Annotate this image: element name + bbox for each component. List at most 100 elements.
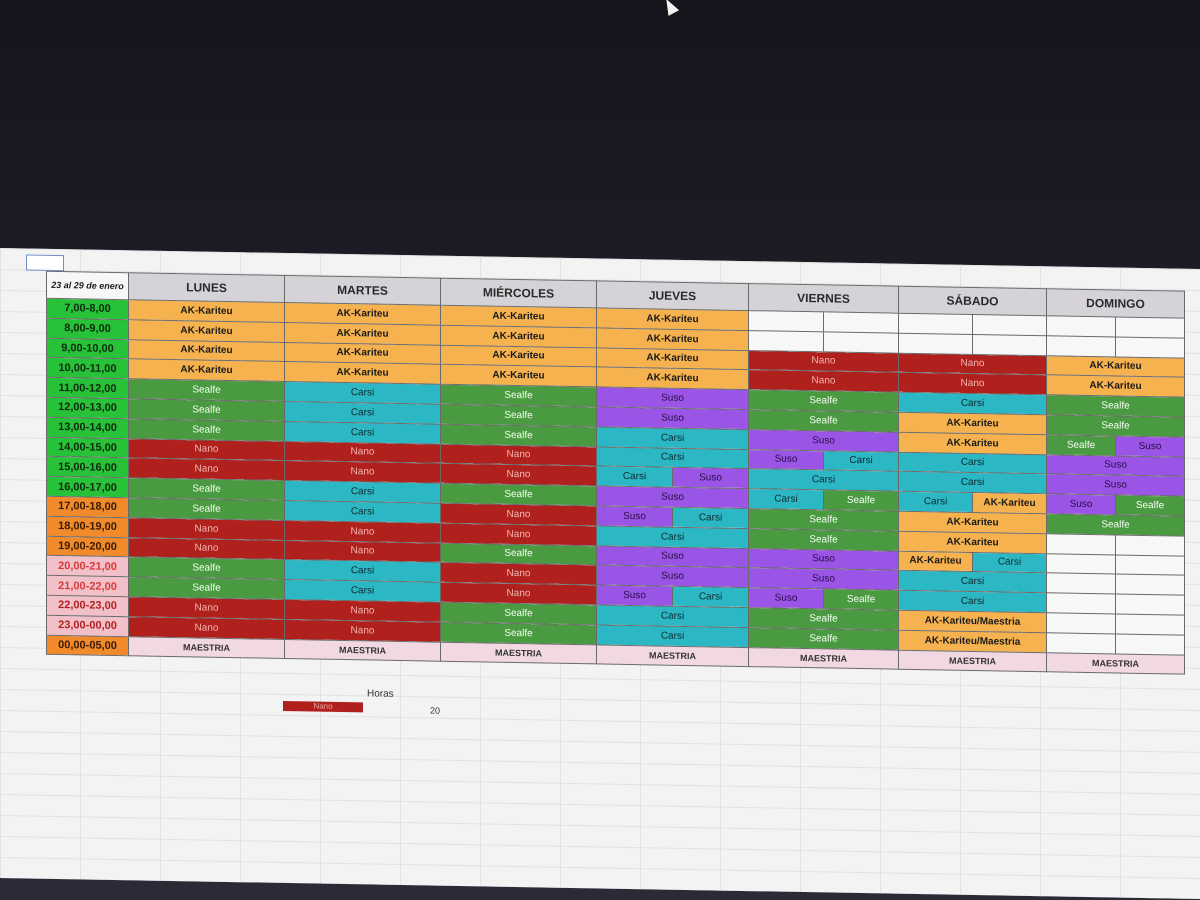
- time-slot[interactable]: 16,00-17,00: [46, 476, 129, 498]
- time-slot[interactable]: 00,00-05,00: [46, 634, 129, 657]
- shift-cell[interactable]: Sealfe: [1046, 414, 1185, 437]
- time-slot[interactable]: 14,00-15,00: [46, 436, 129, 459]
- time-slot[interactable]: 18,00-19,00: [46, 516, 129, 538]
- shift-cell[interactable]: Sealfe: [1046, 394, 1185, 418]
- shift-cell[interactable]: Sealfe: [440, 404, 597, 427]
- shift-cell[interactable]: Carsi: [898, 392, 1047, 415]
- shift-cell[interactable]: Nano: [440, 443, 597, 467]
- shift-cell[interactable]: MAESTRIA: [596, 644, 749, 667]
- shift-cell[interactable]: AK-Kariteu: [128, 339, 285, 362]
- shift-cell[interactable]: Suso: [596, 387, 749, 410]
- shift-cell[interactable]: Sealfe: [440, 542, 597, 566]
- shift-cell[interactable]: Carsi: [898, 471, 1047, 494]
- empty-cell[interactable]: [1046, 592, 1185, 616]
- time-slot[interactable]: 13,00-14,00: [46, 417, 129, 439]
- shift-cell[interactable]: AK-Kariteu: [128, 359, 285, 382]
- time-slot[interactable]: 12,00-13,00: [46, 397, 129, 419]
- empty-cell[interactable]: [1046, 315, 1185, 338]
- shift-cell[interactable]: Sealfe: [128, 497, 285, 521]
- shift-cell[interactable]: Nano: [898, 372, 1047, 395]
- shift-cell[interactable]: Sealfe: [440, 483, 597, 506]
- shift-cell[interactable]: Sealfe: [748, 508, 899, 531]
- time-slot[interactable]: 19,00-20,00: [46, 535, 129, 558]
- shift-cell[interactable]: Sealfe: [748, 409, 899, 432]
- shift-cell[interactable]: AK-Kariteu: [284, 322, 441, 345]
- shift-cell[interactable]: Sealfe: [748, 389, 899, 413]
- shift-cell[interactable]: Carsi: [284, 401, 441, 424]
- shift-cell[interactable]: AK-Kariteu: [596, 347, 749, 370]
- shift-cell[interactable]: AK-Kariteu: [440, 305, 597, 328]
- shift-cell[interactable]: AK-Kariteu: [596, 327, 749, 351]
- shift-cell[interactable]: Suso: [1046, 454, 1185, 477]
- shift-cell[interactable]: Nano: [284, 619, 441, 642]
- shift-cell[interactable]: AK-Kariteu: [440, 364, 597, 388]
- shift-cell[interactable]: MAESTRIA: [748, 647, 899, 670]
- split-shift-cell[interactable]: Carsi Sealfe: [748, 488, 899, 512]
- shift-cell[interactable]: Sealfe: [128, 378, 285, 402]
- shift-cell[interactable]: Sealfe: [128, 477, 285, 501]
- shift-cell[interactable]: Suso: [596, 545, 749, 568]
- empty-cell[interactable]: [1046, 573, 1185, 596]
- shift-cell[interactable]: AK-Kariteu: [1046, 375, 1185, 398]
- shift-cell[interactable]: Sealfe: [440, 602, 597, 625]
- shift-cell[interactable]: AK-Kariteu: [596, 307, 749, 331]
- shift-cell[interactable]: Nano: [440, 463, 597, 487]
- empty-cell[interactable]: [898, 332, 1047, 356]
- shift-cell[interactable]: Carsi: [284, 480, 441, 504]
- shift-cell[interactable]: Sealfe: [440, 384, 597, 407]
- shift-cell[interactable]: Sealfe: [748, 607, 899, 630]
- day-header-tuesday[interactable]: MARTES: [284, 275, 441, 306]
- shift-cell[interactable]: Suso: [596, 406, 749, 430]
- empty-cell[interactable]: [898, 313, 1047, 336]
- time-slot[interactable]: 9,00-10,00: [46, 337, 129, 360]
- shift-cell[interactable]: Sealfe: [440, 621, 597, 645]
- shift-cell[interactable]: Sealfe: [1046, 513, 1185, 536]
- empty-cell[interactable]: [748, 330, 899, 353]
- shift-cell[interactable]: AK-Kariteu: [440, 344, 597, 368]
- shift-cell[interactable]: Carsi: [748, 468, 899, 492]
- shift-cell[interactable]: Nano: [284, 460, 441, 484]
- empty-cell[interactable]: [1046, 553, 1185, 576]
- shift-cell[interactable]: Suso: [1046, 474, 1185, 497]
- shift-cell[interactable]: Carsi: [596, 446, 749, 469]
- shift-cell[interactable]: Sealfe: [128, 398, 285, 422]
- time-slot[interactable]: 17,00-18,00: [46, 496, 129, 518]
- shift-cell[interactable]: AK-Kariteu: [128, 319, 285, 343]
- time-slot[interactable]: 11,00-12,00: [46, 377, 129, 399]
- shift-cell[interactable]: AK-Kariteu: [898, 412, 1047, 435]
- shift-cell[interactable]: AK-Kariteu: [898, 530, 1047, 554]
- day-header-monday[interactable]: LUNES: [128, 272, 285, 303]
- shift-cell[interactable]: Nano: [898, 352, 1047, 376]
- shift-cell[interactable]: Nano: [284, 540, 441, 563]
- split-shift-cell[interactable]: Suso Sealfe: [748, 587, 899, 611]
- split-shift-cell[interactable]: Suso Carsi: [596, 585, 749, 608]
- shift-cell[interactable]: Sealfe: [128, 557, 285, 580]
- shift-cell[interactable]: Carsi: [596, 624, 749, 648]
- time-slot[interactable]: 15,00-16,00: [46, 456, 129, 478]
- empty-cell[interactable]: [1046, 335, 1185, 358]
- shift-cell[interactable]: Nano: [128, 596, 285, 620]
- shift-cell[interactable]: MAESTRIA: [284, 639, 441, 662]
- shift-cell[interactable]: Carsi: [596, 426, 749, 450]
- day-header-sunday[interactable]: DOMINGO: [1046, 288, 1185, 319]
- shift-cell[interactable]: Nano: [128, 537, 285, 560]
- shift-cell[interactable]: Nano: [128, 517, 285, 541]
- time-slot[interactable]: 23,00-00,00: [46, 615, 129, 637]
- shift-cell[interactable]: Nano: [440, 522, 597, 546]
- shift-cell[interactable]: AK-Kariteu/Maestria: [898, 629, 1047, 653]
- shift-cell[interactable]: Suso: [748, 429, 899, 452]
- shift-cell[interactable]: AK-Kariteu: [284, 361, 441, 385]
- day-header-wednesday[interactable]: MIÉRCOLES: [440, 278, 597, 308]
- shift-cell[interactable]: Nano: [128, 458, 285, 481]
- shift-cell[interactable]: Sealfe: [128, 418, 285, 442]
- legend-hours-value[interactable]: 20: [430, 705, 441, 716]
- time-slot[interactable]: 8,00-9,00: [46, 318, 129, 340]
- shift-cell[interactable]: Nano: [284, 599, 441, 622]
- shift-cell[interactable]: AK-Kariteu: [284, 302, 441, 325]
- shift-cell[interactable]: AK-Kariteu: [128, 299, 285, 323]
- split-shift-cell[interactable]: Carsi Suso: [596, 466, 749, 489]
- legend-nano-cell[interactable]: Nano: [283, 700, 363, 713]
- shift-cell[interactable]: Nano: [748, 369, 899, 393]
- shift-cell[interactable]: Sealfe: [440, 423, 597, 447]
- split-shift-cell[interactable]: Suso Carsi: [748, 449, 899, 472]
